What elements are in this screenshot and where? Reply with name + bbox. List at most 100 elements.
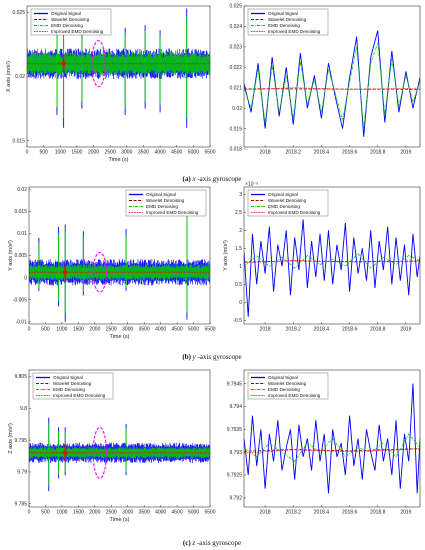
legend-label: Improved EMD Denoising [268,29,321,34]
plot-marks [244,30,420,137]
x-tick-label: 4500 [171,150,182,156]
y-tick-label: 0.02 [232,106,242,112]
red-marker-dot [62,450,68,456]
chart-panel-x-full: 0 500 1000 1500 2000 2500 3000 3500 4000 4500 5000… [6,5,216,163]
x-tick-label: 0 [26,150,29,156]
legend-label: Improved EMD Denoising [53,393,106,398]
x-tick-label: 2019 [400,150,411,156]
red-marker-dot [61,61,66,66]
x-tick-label: 2018.4 [314,510,330,516]
x-tick-label: 4000 [155,327,166,333]
legend-label: Original Signal [268,375,298,380]
x-tick-label: 4500 [172,327,183,333]
y-tick-label: 9.795 [14,438,27,444]
series-emd-denoising-band [27,52,210,76]
series-improved-emd-denoising-line [244,260,420,264]
y-tick-label: 1.5 [235,246,242,252]
x-tick-label: 1500 [73,510,84,516]
legend-label: Wavelet Denoising [268,17,307,22]
x-tick-label: 2018.2 [286,327,302,333]
x-tick-label: 2018.8 [370,150,386,156]
x-tick-label: 2018.8 [370,510,386,516]
x-tick-label: 5500 [204,510,215,516]
y-tick-label: 0.019 [229,126,242,132]
x-tick-label: 4500 [172,510,183,516]
x-tick-label: 2018.8 [370,327,386,333]
y-tick-label: 9.805 [14,374,27,380]
x-tick-label: 500 [39,150,48,156]
plot-marks [244,219,420,317]
caption-c: (c) z -axis gyroscope [183,539,241,547]
y-axis-label: Z axis (m/s²) [8,423,14,454]
x-tick-label: 1000 [56,327,67,333]
x-tick-label: 5000 [188,150,199,156]
plot-marks [29,417,210,492]
y-tick-label: 3 [239,192,242,198]
plot-frame [243,186,421,325]
y-tick-label: -0.01 [16,319,28,325]
y-axis-label: Y axis (m/s²) [223,240,229,271]
legend-label: EMD Denoising [146,204,178,209]
legend-label: Original Signal [53,375,83,380]
y-tick-label: 9.7925 [227,473,243,479]
caption-b-var: y [192,353,197,361]
x-axis-label: Time (s) [110,517,130,523]
red-marker-dot [62,270,68,275]
x-tick-label: 3000 [121,150,132,156]
x-tick-label: 4000 [155,510,166,516]
legend-label: Original Signal [51,11,81,16]
series-improved-emd-denoising-line [244,448,420,454]
legend-label: Original Signal [146,192,176,197]
x-tick-label: 500 [41,510,50,516]
y-axis-label: Y axis (m/s²) [8,240,14,271]
y-tick-label: 0.5 [235,282,242,288]
caption-b-label: (b) [182,353,191,361]
x-tick-label: 2018.6 [342,327,358,333]
y-tick-label: 1 [239,264,242,270]
x-tick-label: 3500 [139,327,150,333]
y-tick-label: 0.015 [12,138,25,144]
x-tick-label: 1000 [56,510,67,516]
x-tick-label: 5000 [188,510,199,516]
x-tick-label: 2019 [400,510,411,516]
caption-c-label: (c) [183,539,191,547]
x-tick-label: 2018.2 [286,150,302,156]
legend-label: EMD Denoising [268,23,300,28]
x-tick-label: 2018 [260,150,271,156]
y-tick-label: 0.02 [17,187,27,193]
y-tick-label: 9.792 [229,496,242,502]
y-tick-label: 0.005 [14,253,27,259]
y-tick-label: 0 [239,300,242,306]
plot-frame [243,5,421,148]
x-tick-label: 3500 [138,150,149,156]
legend-label: EMD Denoising [268,387,300,392]
x-tick-label: 1500 [73,327,84,333]
legend-label: Original Signal [268,192,298,197]
legend-label: Improved EMD Denoising [51,29,104,34]
legend-label: Wavelet Denoising [53,381,92,386]
chart-panel-x-zoom: 2018 2018.2 2018.4 2018.6 2018.8 2019 0.018 0.0… [229,4,421,156]
y-tick-label: 9.793 [229,450,242,456]
y-tick-label: 2.5 [235,210,242,216]
legend-label: Original Signal [268,11,298,16]
caption-a-label: (a) [183,175,192,183]
series-original-signal-line [244,219,420,317]
series-emd-denoising-line [244,253,420,269]
x-tick-label: 2500 [106,510,117,516]
plot-marks [27,8,210,128]
y-exponent-label: ×10⁻³ [245,182,258,188]
x-tick-label: 5500 [204,327,215,333]
x-tick-label: 3000 [122,510,133,516]
legend-label: Wavelet Denoising [146,198,185,203]
y-axis-label: X axis (m/s²) [6,61,12,92]
y-tick-label: 9.794 [229,404,242,410]
x-tick-label: 2000 [89,510,100,516]
y-tick-label: -0.005 [13,297,27,303]
chart-panel-y-zoom: 2018 2018.2 2018.4 2018.6 2018.8 2019 -0.5 0 0.5… [223,182,421,333]
series-original-signal-line [244,30,420,137]
caption-a-text: -axis gyroscope [197,175,241,183]
